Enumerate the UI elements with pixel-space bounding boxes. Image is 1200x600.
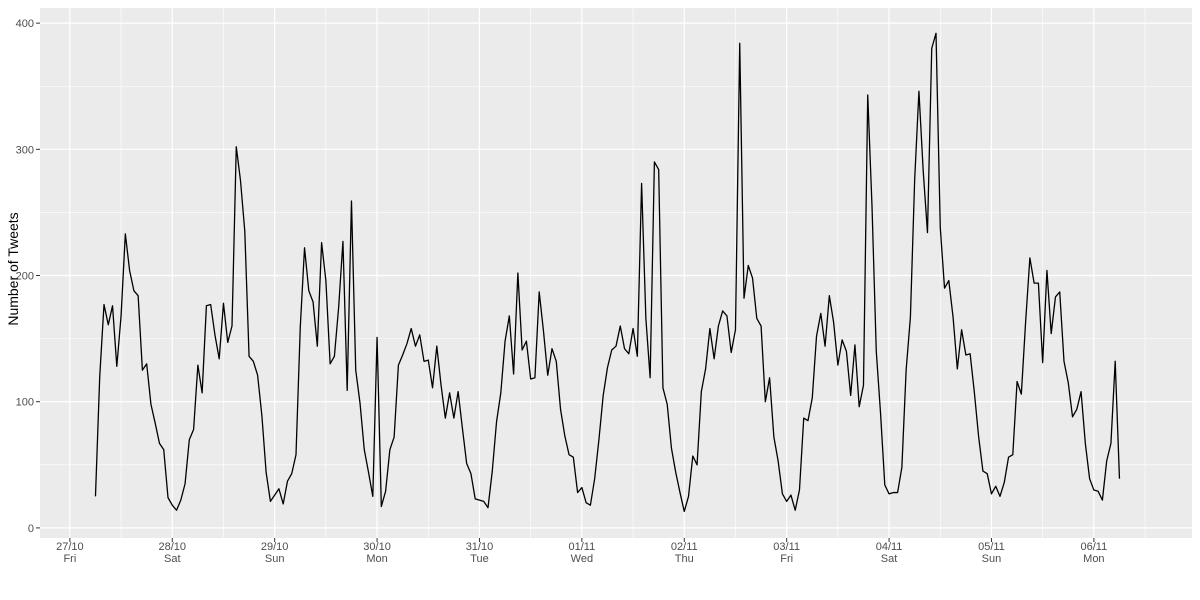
x-tick-label: 04/11 Sat: [876, 541, 903, 565]
x-tick-label: 02/11 Thu: [671, 541, 698, 565]
tweets-series-line: [94, 32, 1121, 513]
x-tick-label: 30/10 Mon: [363, 541, 391, 565]
x-axis-tick-labels: 27/10 Fri 28/10 Sat 29/10 Sun 30/10 Mon 31/10 Tue…: [56, 541, 1107, 565]
x-tick-label: 06/11 Mon: [1081, 541, 1108, 565]
x-tick-label: 31/10 Tue: [466, 541, 494, 565]
plot-panel: [40, 8, 1192, 538]
y-tick-label: 100: [16, 397, 34, 409]
y-tick-label: 300: [16, 144, 34, 156]
y-tick-label: 400: [16, 18, 34, 30]
x-tick-label: 29/10 Sun: [261, 541, 289, 565]
x-tick-label: 03/11 Fri: [773, 541, 800, 565]
series-layer: [94, 32, 1121, 513]
major-gridlines: [40, 8, 1192, 538]
minor-gridlines: [40, 8, 1192, 538]
x-tick-label: 27/10 Fri: [56, 541, 84, 565]
x-tick-label: 05/11 Sun: [978, 541, 1005, 565]
y-tick-label: 0: [28, 523, 34, 535]
x-tick-label: 01/11 Wed: [569, 541, 596, 565]
y-tick-label: 200: [16, 271, 34, 283]
x-tick-label: 28/10 Sat: [159, 541, 187, 565]
y-axis-title: Number of Tweets: [5, 212, 21, 325]
axis-ticks: [36, 22, 1095, 542]
y-axis-tick-labels: 0 100 200 300 400: [16, 18, 34, 535]
